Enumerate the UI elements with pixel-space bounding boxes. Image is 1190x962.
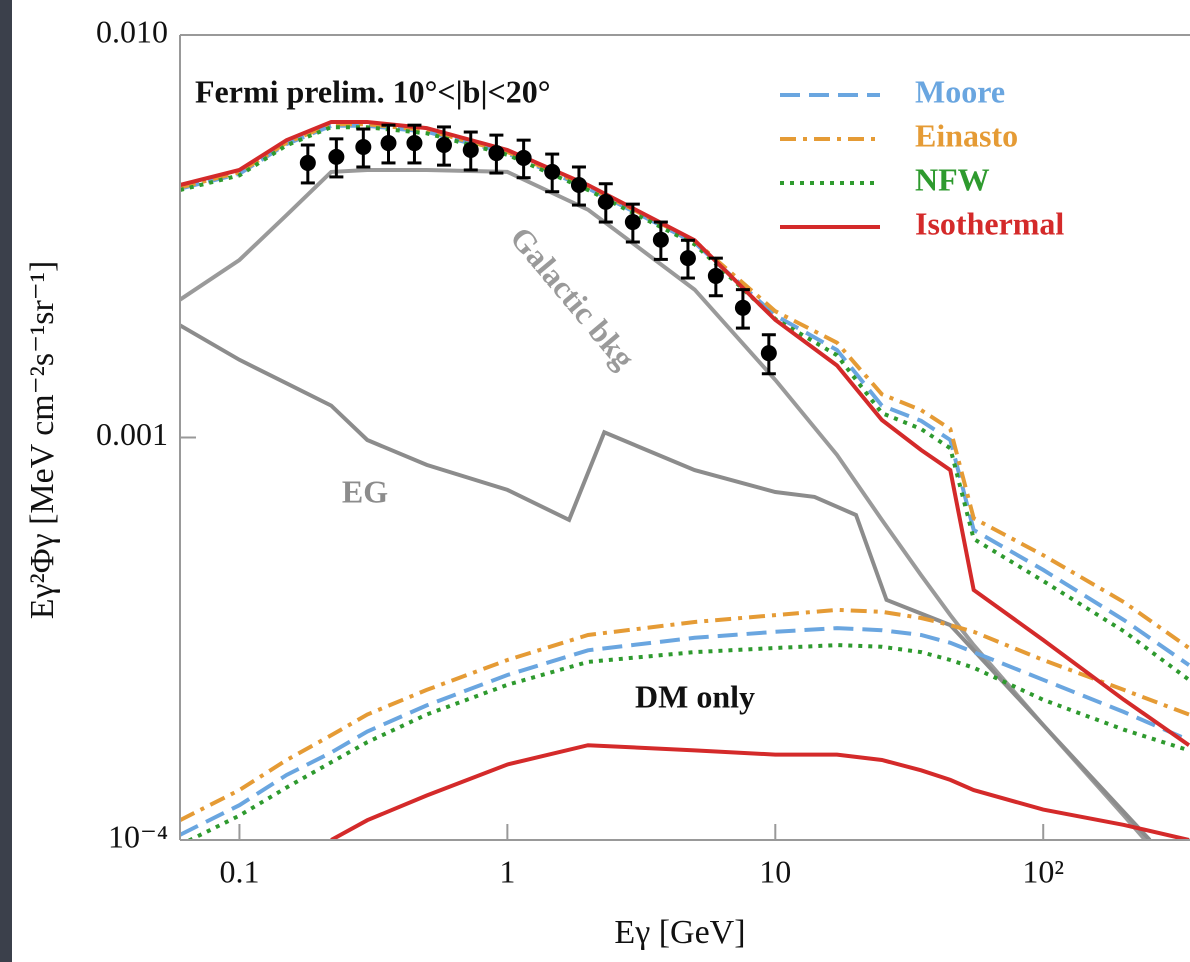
data-point	[380, 135, 397, 152]
chart-title: Fermi prelim. 10°<|b|<20°	[195, 73, 551, 109]
y-tick-label: 10⁻⁴	[108, 818, 168, 854]
background-label: EG	[342, 473, 388, 509]
data-point	[328, 148, 345, 165]
data-point	[515, 149, 532, 166]
data-point	[624, 214, 641, 231]
data-point	[488, 145, 505, 162]
data-point	[679, 250, 696, 267]
x-tick-label: 1	[499, 853, 515, 889]
window-edge	[0, 0, 12, 962]
total-line	[180, 120, 1190, 747]
x-tick-label: 0.1	[219, 853, 259, 889]
dm-only-line	[330, 743, 1190, 840]
data-point	[544, 163, 561, 180]
dm-only-line	[180, 607, 1190, 822]
data-point	[570, 176, 587, 193]
x-axis-label: Eγ [GeV]	[614, 914, 745, 951]
total-line	[180, 122, 1190, 650]
y-axis-label: Eγ²Φγ [MeV cm⁻²s⁻¹sr⁻¹]	[24, 261, 61, 620]
legend-label: Moore	[915, 73, 1005, 109]
dm-only-line	[180, 626, 1190, 837]
y-tick-label: 0.001	[96, 416, 168, 452]
data-point	[462, 141, 479, 158]
legend-label: Isothermal	[915, 205, 1064, 241]
data-point	[707, 267, 724, 284]
x-tick-label: 10²	[1022, 853, 1064, 889]
legend-label: NFW	[915, 161, 990, 197]
y-tick-label: 0.010	[96, 13, 168, 49]
data-point	[435, 136, 452, 153]
dm-only-label: DM only	[635, 678, 755, 714]
legend-label: Einasto	[915, 117, 1018, 153]
plot-area	[180, 120, 1190, 840]
data-point	[734, 299, 751, 316]
x-tick-label: 10	[759, 853, 791, 889]
dm-only-line	[185, 643, 1190, 840]
data-point	[406, 135, 423, 152]
background-line	[180, 323, 1152, 840]
data-point	[760, 345, 777, 362]
data-point	[355, 138, 372, 155]
background-label: Galactic bkg	[503, 220, 642, 376]
data-point	[597, 193, 614, 210]
data-point	[299, 154, 316, 171]
data-point	[652, 231, 669, 248]
total-line	[180, 125, 1190, 682]
total-line	[180, 123, 1190, 667]
